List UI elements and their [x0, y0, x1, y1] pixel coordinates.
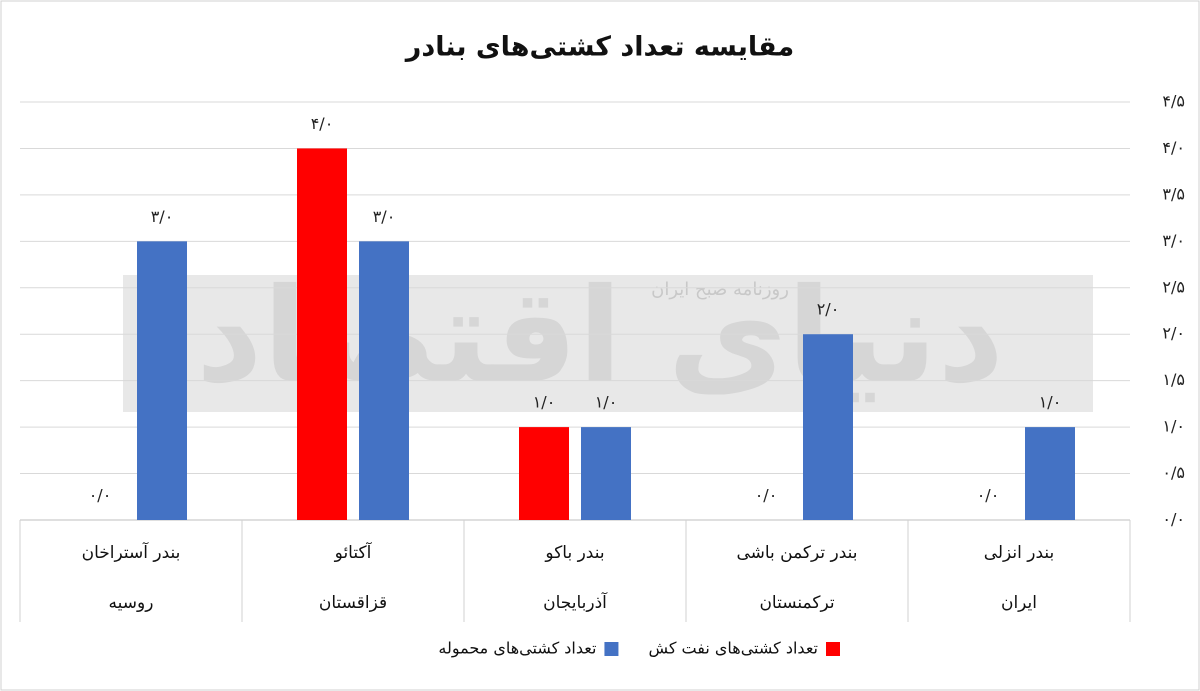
category-label: بندر ترکمن باشی [736, 543, 857, 563]
category-label: بندر باکو [544, 543, 604, 563]
chart-title: مقایسه تعداد کشتی‌های بنادر [404, 32, 794, 63]
bar [803, 334, 853, 520]
bar [581, 427, 631, 520]
y-tick-label: ۲/۰ [1162, 324, 1185, 343]
value-label: ۰/۰ [977, 486, 1000, 505]
watermark: روزنامه صبح ایران [651, 279, 789, 300]
category-label: بندر آستراخان [82, 541, 181, 563]
value-label: ۱/۰ [595, 393, 618, 412]
y-tick-label: ۴/۵ [1162, 92, 1185, 111]
bar [137, 241, 187, 521]
y-tick-label: ۳/۵ [1162, 184, 1185, 203]
y-tick-label: ۰/۰ [1162, 510, 1185, 529]
y-tick-label: ۴/۰ [1162, 138, 1185, 157]
bar [297, 148, 347, 520]
legend-label: تعداد کشتی‌های محموله [438, 639, 596, 659]
legend-label: تعداد کشتی‌های نفت کش [648, 639, 818, 659]
category-group-label: ایران [1001, 593, 1037, 613]
bar [1025, 427, 1075, 520]
y-tick-label: ۱/۰ [1162, 417, 1185, 436]
value-label: ۱/۰ [533, 393, 556, 412]
value-label: ۲/۰ [817, 300, 840, 319]
watermark-band [123, 275, 1093, 412]
category-group-label: ترکمنستان [759, 593, 834, 613]
y-tick-label: ۲/۵ [1162, 277, 1185, 296]
legend-swatch [826, 642, 840, 656]
legend-swatch [604, 642, 619, 656]
value-label: ۰/۰ [755, 486, 778, 505]
category-group-label: آذربایجان [543, 591, 608, 613]
category-group-label: قزاقستان [319, 593, 387, 613]
value-label: ۱/۰ [1039, 393, 1062, 412]
bar [359, 241, 409, 521]
y-tick-label: ۱/۵ [1162, 370, 1185, 389]
value-label: ۴/۰ [311, 114, 334, 133]
bar [519, 427, 569, 520]
y-tick-label: ۳/۰ [1162, 231, 1185, 250]
y-tick-label: ۰/۵ [1162, 463, 1185, 482]
category-label: بندر انزلی [984, 543, 1055, 563]
category-label: آکتائو [334, 541, 373, 563]
value-label: ۰/۰ [89, 486, 112, 505]
category-group-label: روسیه [109, 593, 154, 613]
value-label: ۳/۰ [373, 207, 396, 226]
value-label: ۳/۰ [151, 207, 174, 226]
